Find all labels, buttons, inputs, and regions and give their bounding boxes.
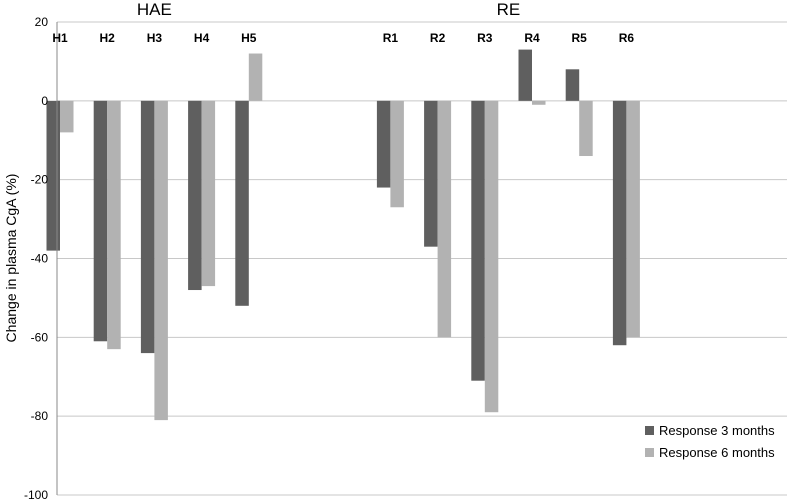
bar-H4-series-1 bbox=[188, 100, 202, 291]
category-label: R4 bbox=[524, 31, 540, 45]
bar-H2-series-1 bbox=[93, 100, 108, 342]
bar-R1-series-1 bbox=[376, 100, 391, 188]
bar-R4-series-2 bbox=[532, 100, 546, 105]
y-tick-labels: 20 0 -20 -40 -60 -80 -100 bbox=[24, 15, 48, 500]
bar-R2-series-2 bbox=[437, 100, 452, 338]
y-tick-label: -60 bbox=[31, 330, 49, 344]
category-label: H2 bbox=[100, 31, 116, 45]
legend-swatch bbox=[645, 426, 654, 435]
group-labels: HAE RE bbox=[137, 0, 520, 19]
bar-H1-series-1 bbox=[46, 100, 60, 251]
bar-R2-series-1 bbox=[424, 100, 438, 247]
bar-H3-series-1 bbox=[140, 100, 155, 354]
bar-H4-series-2 bbox=[201, 100, 216, 287]
y-tick-label: 20 bbox=[35, 15, 49, 29]
bar-H1-series-2 bbox=[60, 100, 74, 133]
y-tick-label: -100 bbox=[24, 488, 48, 500]
y-axis-title: Change in plasma CgA (%) bbox=[3, 174, 19, 343]
category-label: H1 bbox=[52, 31, 68, 45]
y-tick-label: -20 bbox=[31, 173, 49, 187]
gridlines bbox=[57, 21, 787, 496]
bar-R3-series-1 bbox=[471, 100, 485, 381]
category-label: R6 bbox=[619, 31, 635, 45]
legend-label: Response 3 months bbox=[659, 423, 775, 438]
group-label: RE bbox=[497, 0, 521, 19]
legend: Response 3 months Response 6 months bbox=[645, 423, 775, 460]
y-tick-label: 0 bbox=[41, 94, 48, 108]
y-tick-label: -80 bbox=[31, 409, 49, 423]
category-label: R3 bbox=[477, 31, 493, 45]
bars bbox=[46, 49, 640, 421]
legend-label: Response 6 months bbox=[659, 445, 775, 460]
bar-R5-series-1 bbox=[565, 69, 580, 101]
category-label: H5 bbox=[241, 31, 257, 45]
bar-H5-series-1 bbox=[235, 100, 249, 306]
bar-R3-series-2 bbox=[484, 100, 499, 413]
bar-H3-series-2 bbox=[154, 100, 168, 421]
bar-H2-series-2 bbox=[107, 100, 121, 350]
legend-swatch bbox=[645, 448, 654, 457]
category-label: H3 bbox=[147, 31, 163, 45]
group-label: HAE bbox=[137, 0, 172, 19]
bar-R6-series-1 bbox=[612, 100, 627, 346]
bar-R4-series-1 bbox=[518, 49, 532, 101]
category-label: R1 bbox=[383, 31, 399, 45]
category-label: R2 bbox=[430, 31, 446, 45]
bar-R6-series-2 bbox=[626, 100, 640, 338]
bar-R5-series-2 bbox=[579, 100, 593, 157]
category-label: H4 bbox=[194, 31, 210, 45]
category-labels: H1 H2 H3 H4 H5 R1 R2 R3 R4 R5 R6 bbox=[52, 31, 634, 45]
category-label: R5 bbox=[572, 31, 588, 45]
bar-H5-series-2 bbox=[248, 53, 263, 101]
bar-R1-series-2 bbox=[390, 100, 404, 208]
y-tick-label: -40 bbox=[31, 252, 49, 266]
